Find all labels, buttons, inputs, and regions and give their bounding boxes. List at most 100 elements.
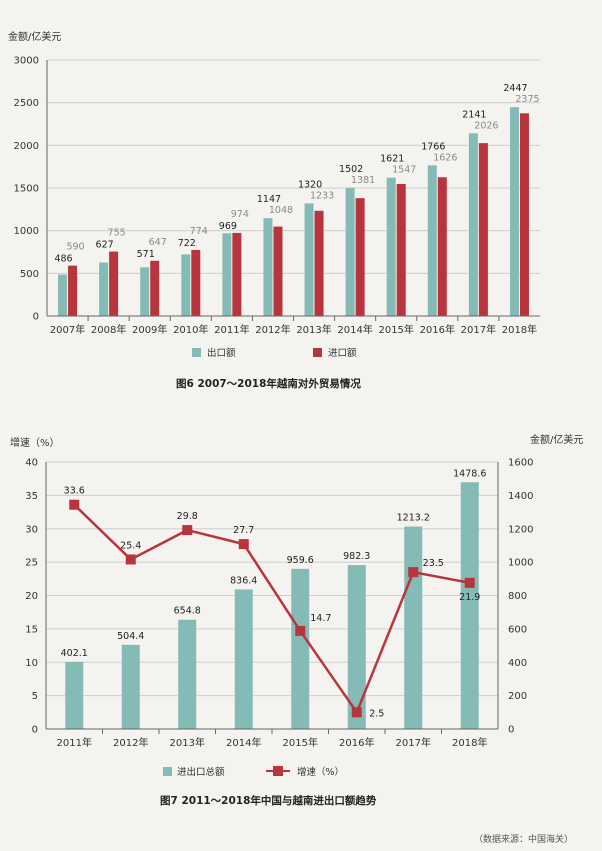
chart2-growth-marker [464,577,475,588]
chart1-label-imports: 974 [231,209,249,220]
legend-swatch-imports [313,348,322,357]
chart1-label-exports: 1147 [257,194,281,205]
chart2-label-total: 836.4 [230,575,257,586]
chart1-bar-exports [181,254,191,316]
chart2-left-tick-label: 30 [25,524,38,535]
chart2-right-tick-label: 800 [508,591,527,602]
chart2-right-tick-label: 0 [508,725,514,736]
chart2-right-tick-label: 1200 [508,524,533,535]
chart1-label-imports: 2375 [515,94,539,105]
legend-label-total: 进出口总额 [177,766,225,778]
chart2-left-tick-label: 10 [25,658,38,669]
source-note: （数据来源：中国海关） [474,833,573,845]
chart1-label-imports: 590 [66,242,84,253]
chart2-left-tick-label: 5 [32,691,38,702]
chart1-label-exports: 722 [178,238,196,249]
chart2-label-total: 959.6 [287,555,314,566]
chart2-label-growth: 27.7 [233,525,254,536]
legend-marker-growth [273,766,283,776]
chart2-growth-marker [238,539,249,550]
chart1-x-tick-label: 2010年 [173,323,208,336]
chart2-right-tick-label: 1400 [508,491,533,502]
chart2-bar-total [347,565,366,729]
chart1-bar-imports [68,265,78,316]
chart2-growth-marker [295,625,306,636]
chart1-y-tick-label: 1000 [14,226,39,237]
chart2-label-growth: 21.9 [459,592,480,603]
chart1-label-imports: 1547 [392,165,416,176]
chart1-gridlines [47,59,540,274]
chart2-axes: 0510152025303540020040060080010001200140… [25,458,533,750]
chart1-bar-imports [191,249,201,316]
chart2-label-growth: 14.7 [310,613,331,624]
chart1-label-imports: 1626 [433,152,457,163]
chart2-bar-total [121,644,140,729]
chart2-legend: 进出口总额 增速（%） [163,766,344,778]
chart2-bar-total [178,619,197,729]
chart2-label-total: 1478.6 [453,468,486,479]
chart2-bars [65,482,479,729]
chart1-label-exports: 2447 [503,83,527,94]
chart1-x-tick-label: 2013年 [296,323,331,336]
chart2-label-total: 402.1 [61,648,88,659]
chart1-bar-imports [273,226,283,316]
chart2-label-growth: 23.5 [423,558,444,569]
chart1-label-exports: 1766 [421,141,445,152]
chart1-x-tick-label: 2007年 [50,323,85,336]
chart1-label-exports: 1621 [380,154,404,165]
chart2-x-tick-label: 2014年 [226,736,261,749]
chart2-right-tick-label: 600 [508,624,527,635]
chart1-bar-exports [58,274,68,316]
chart2-growth-marker [182,525,193,536]
chart2-x-tick-label: 2013年 [170,736,205,749]
chart2-growth-marker [408,567,419,578]
chart2-right-tick-label: 1600 [508,458,533,469]
chart1-bar-exports [386,177,396,316]
chart2-left-tick-label: 40 [25,458,38,469]
chart1-caption: 图6 2007～2018年越南对外贸易情况 [176,377,361,390]
chart1-bar-imports [519,113,529,316]
chart1-bars [58,107,529,316]
chart1-label-exports: 571 [137,249,155,260]
chart1-x-tick-label: 2017年 [461,323,496,336]
chart2-growth-marker [351,707,362,718]
chart1-bar-imports [109,251,119,316]
chart2-x-tick-label: 2017年 [396,736,431,749]
chart2-bar-total [460,482,479,729]
legend-swatch-exports [192,348,201,357]
chart1-y-tick-label: 2500 [14,98,39,109]
chart1-x-tick-label: 2014年 [337,323,372,336]
chart1-bar-exports [427,165,437,316]
chart1-x-tick-label: 2011年 [214,323,249,336]
chart1-label-exports: 1320 [298,179,322,190]
chart1-bar-imports [314,210,324,316]
chart2-left-tick-label: 0 [32,725,38,736]
chart1-bar-imports [437,177,447,316]
chart2-growth-polyline [73,503,470,715]
chart2-bar-total [65,661,84,729]
chart1-bar-imports [396,183,406,316]
chart1-y-tick-label: 2000 [14,141,39,152]
chart2-label-total: 654.8 [174,606,201,617]
legend-swatch-total [163,767,172,776]
chart2-x-tick-label: 2016年 [339,736,374,749]
chart2-label-growth: 33.6 [64,486,85,497]
chart2-label-growth: 29.8 [177,511,198,522]
chart2-growth-marker [125,554,136,565]
chart2-right-tick-label: 1000 [508,558,533,569]
chart2-label-total: 982.3 [343,551,370,562]
chart2-label-growth: 2.5 [369,708,384,719]
chart1-bar-exports [509,107,519,316]
chart2-left-axis-title: 增速（%） [10,436,60,449]
chart1-bar-imports [150,260,160,316]
chart1-label-exports: 1502 [339,164,363,175]
legend-label-imports: 进口额 [328,347,357,359]
chart1-x-tick-label: 2018年 [502,323,537,336]
chart2-bar-total [234,589,253,729]
chart1-bar-exports [468,133,478,316]
chart1-label-exports: 486 [54,254,72,265]
chart2-x-tick-label: 2015年 [283,736,318,749]
chart1-label-imports: 1048 [269,205,293,216]
